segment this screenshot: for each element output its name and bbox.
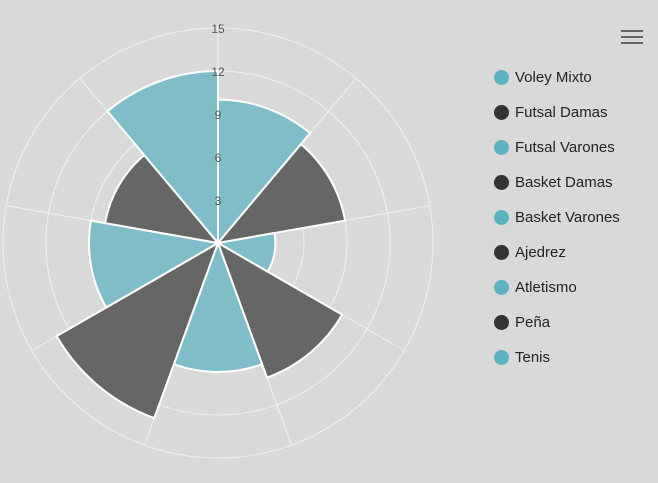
sector-atletismo[interactable]	[88, 219, 219, 309]
radial-tick-label: 3	[215, 194, 222, 208]
legend-item[interactable]: Futsal Varones	[494, 130, 654, 165]
legend-marker-icon	[494, 105, 509, 120]
sectors	[55, 70, 347, 420]
legend-item[interactable]: Ajedrez	[494, 235, 654, 270]
legend-item[interactable]: Basket Varones	[494, 200, 654, 235]
legend-item[interactable]: Voley Mixto	[494, 60, 654, 95]
legend-item[interactable]: Atletismo	[494, 270, 654, 305]
polar-area-chart: 3 6 9 12 15	[2, 22, 434, 459]
legend-label: Basket Damas	[515, 174, 613, 191]
legend-label: Peña	[515, 314, 551, 331]
legend-marker-icon	[494, 140, 509, 155]
sector-voley-mixto[interactable]	[217, 98, 312, 244]
radial-ticks: 3 6 9 12 15	[211, 22, 225, 208]
sector-ajedrez[interactable]	[55, 242, 219, 420]
legend-label: Voley Mixto	[515, 69, 592, 86]
legend-marker-icon	[494, 210, 509, 225]
legend-label: Futsal Damas	[515, 104, 608, 121]
legend-label: Tenis	[515, 349, 551, 366]
legend-marker-icon	[494, 245, 509, 260]
sector-basket-damas[interactable]	[217, 242, 344, 379]
hamburger-menu-icon[interactable]	[621, 29, 643, 45]
legend-label: Atletismo	[515, 279, 577, 296]
legend-marker-icon	[494, 280, 509, 295]
radial-tick-label: 12	[211, 65, 225, 79]
radial-tick-label: 6	[215, 151, 222, 165]
sector-pe-a[interactable]	[104, 154, 219, 244]
legend-label: Ajedrez	[515, 244, 566, 261]
legend: Voley Mixto Futsal Damas Futsal Varones Bas…	[494, 60, 654, 375]
legend-item[interactable]: Tenis	[494, 340, 654, 375]
legend-marker-icon	[494, 350, 509, 365]
legend-label: Basket Varones	[515, 209, 620, 226]
legend-marker-icon	[494, 175, 509, 190]
sector-futsal-damas[interactable]	[217, 143, 347, 244]
sector-tenis[interactable]	[106, 70, 219, 244]
legend-item[interactable]: Futsal Damas	[494, 95, 654, 130]
legend-label: Futsal Varones	[515, 139, 615, 156]
radial-tick-label: 15	[211, 22, 225, 36]
legend-marker-icon	[494, 70, 509, 85]
sector-basket-varones[interactable]	[172, 242, 264, 373]
legend-item[interactable]: Basket Damas	[494, 165, 654, 200]
radial-tick-label: 9	[215, 108, 222, 122]
legend-marker-icon	[494, 315, 509, 330]
legend-item[interactable]: Peña	[494, 305, 654, 340]
